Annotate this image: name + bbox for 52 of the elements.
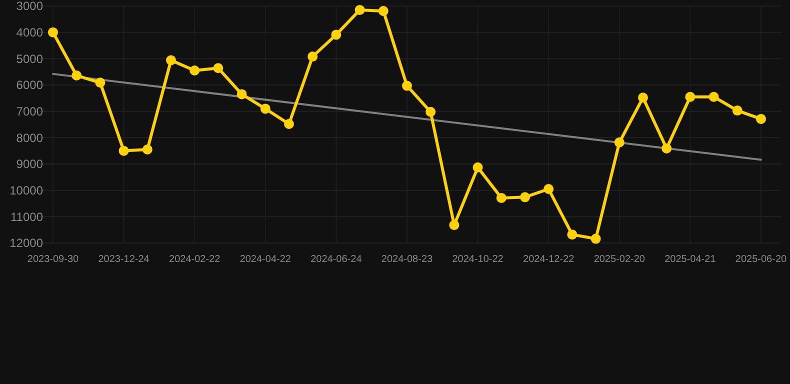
point <box>308 52 318 62</box>
point <box>426 106 436 117</box>
point <box>544 184 554 194</box>
point <box>732 106 742 116</box>
point <box>614 137 624 148</box>
point <box>236 89 247 100</box>
y-tick-label: 5000 <box>16 52 44 66</box>
point <box>567 230 578 240</box>
point <box>72 70 82 81</box>
x-tick-label: 2024-10-22 <box>452 254 504 265</box>
point <box>118 146 129 156</box>
point <box>284 118 294 129</box>
point <box>685 92 696 102</box>
y-tick-label: 9000 <box>16 157 44 172</box>
y-tick-label: 7000 <box>16 104 44 119</box>
point <box>190 66 200 76</box>
y-tick-label: 4000 <box>16 26 44 40</box>
x-tick-label: 2023-12-24 <box>98 254 150 265</box>
point <box>354 4 365 15</box>
x-tick-label: 2024-04-22 <box>240 254 292 265</box>
x-tick-label: 2024-06-24 <box>310 254 362 265</box>
point <box>496 192 506 203</box>
y-tick-label: 12000 <box>10 236 44 250</box>
x-tick-label: 2025-04-21 <box>664 254 716 265</box>
x-tick-label: 2025-06-20 <box>735 254 788 265</box>
point <box>756 114 766 124</box>
x-tick-label: 2024-02-22 <box>169 254 221 265</box>
point <box>331 30 342 40</box>
point <box>48 27 58 38</box>
point <box>402 80 412 91</box>
x-tick-label: 2025-02-20 <box>594 254 646 265</box>
point <box>708 92 719 102</box>
point <box>520 192 530 202</box>
x-tick-label: 2023-09-30 <box>27 254 80 265</box>
y-tick-label: 10000 <box>10 184 44 198</box>
point <box>142 144 152 155</box>
point <box>472 162 483 172</box>
y-tick-label: 11000 <box>10 210 44 224</box>
point <box>213 63 224 74</box>
point <box>449 220 460 230</box>
x-tick-label: 2024-08-23 <box>381 254 434 265</box>
point <box>95 78 106 88</box>
point <box>166 55 176 66</box>
point <box>590 234 601 244</box>
point <box>260 104 270 114</box>
y-tick-label: 3000 <box>16 0 44 14</box>
y-tick-label: 6000 <box>16 78 44 92</box>
point <box>662 143 672 154</box>
x-tick-label: 2024-12-22 <box>523 254 575 265</box>
y-tick-label: 8000 <box>16 130 44 145</box>
point <box>378 6 388 16</box>
point <box>638 92 648 103</box>
